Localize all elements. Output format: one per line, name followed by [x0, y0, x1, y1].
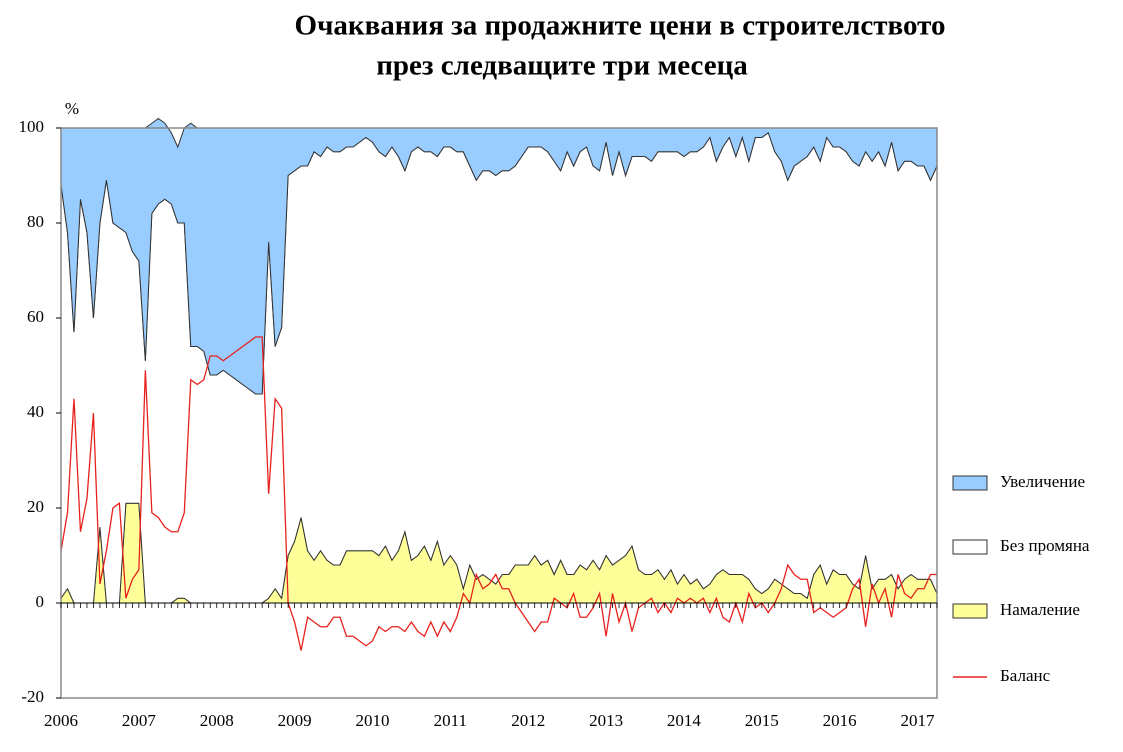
y-tick-label: -20	[21, 687, 44, 706]
legend-label: Без промяна	[1000, 536, 1090, 555]
y-tick-label: 60	[27, 307, 44, 326]
x-tick-label: 2008	[200, 711, 234, 730]
x-tick-label: 2009	[278, 711, 312, 730]
x-tick-label: 2007	[122, 711, 157, 730]
x-tick-label: 2015	[745, 711, 779, 730]
x-tick-label: 2013	[589, 711, 623, 730]
legend-swatch	[952, 539, 988, 555]
y-tick-label: 80	[27, 212, 44, 231]
legend-swatch	[952, 603, 988, 619]
y-tick-label: 0	[36, 592, 45, 611]
legend-label: Намаление	[1000, 600, 1080, 619]
x-tick-label: 2014	[667, 711, 702, 730]
y-tick-label: 40	[27, 402, 44, 421]
x-tick-label: 2012	[511, 711, 545, 730]
chart-subtitle: през следващите три месеца	[376, 50, 748, 82]
y-tick-label: 100	[19, 117, 45, 136]
legend-swatch	[952, 475, 988, 491]
legend-label: Увеличение	[1000, 472, 1085, 491]
x-tick-label: 2010	[355, 711, 389, 730]
x-tick-label: 2006	[44, 711, 78, 730]
x-tick-label: 2011	[434, 711, 467, 730]
line	[60, 336, 937, 651]
chart-title: Очаквания за продажните цени в строителс…	[295, 10, 946, 42]
y-axis-label: %	[65, 99, 79, 118]
x-tick-label: 2016	[823, 711, 857, 730]
x-tick-label: 2017	[901, 711, 936, 730]
y-tick-label: 20	[27, 497, 44, 516]
legend-label: Баланс	[1000, 666, 1051, 685]
